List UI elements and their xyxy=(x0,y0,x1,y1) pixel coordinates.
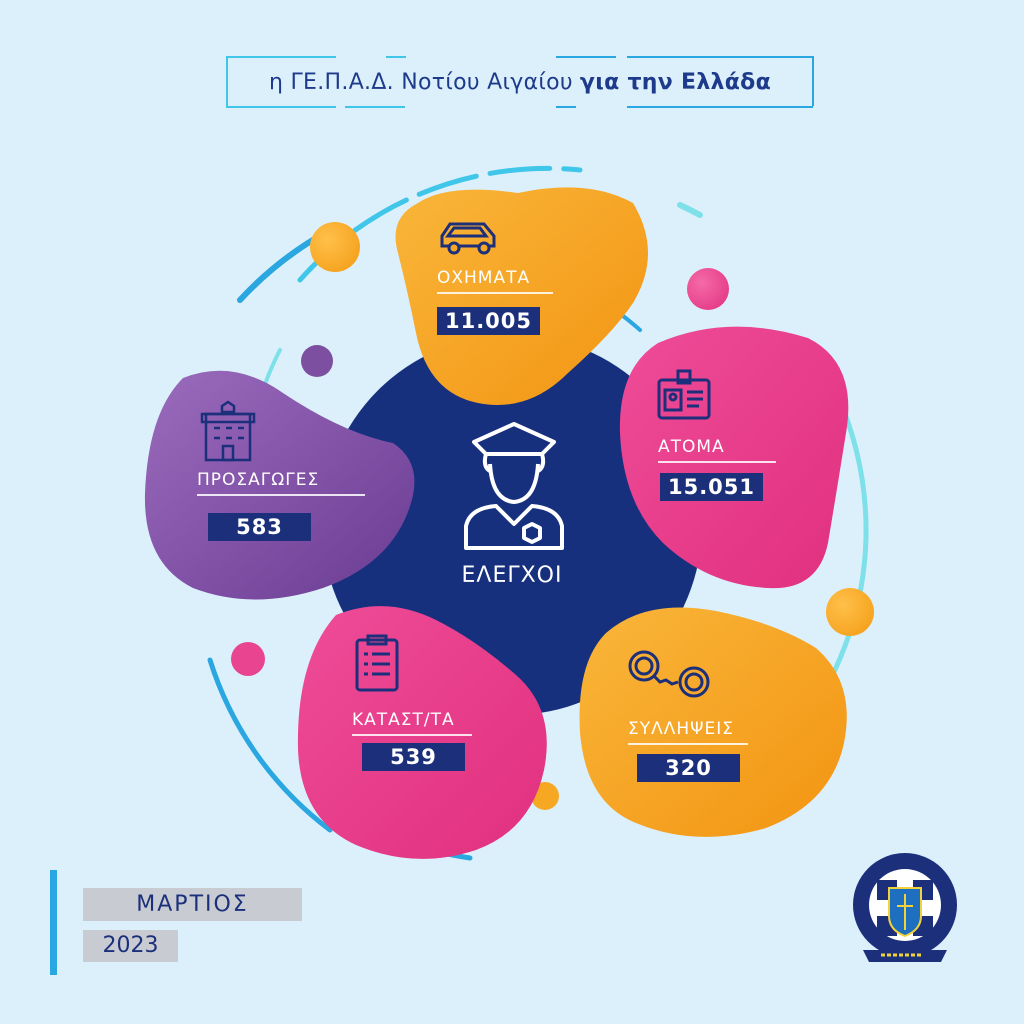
stat-value-violations: 539 xyxy=(362,743,465,771)
center-label: ΕΛΕΓΧΟΙ xyxy=(461,563,563,588)
stat-blob-detentions xyxy=(144,370,415,600)
stat-label-arrests: ΣΥΛΛΗΨΕΙΣ xyxy=(628,719,748,745)
page-title: η ΓΕ.Π.Α.Δ. Νοτίου Αιγαίου για την Ελλάδ… xyxy=(226,57,814,107)
title-bold: για την Ελλάδα xyxy=(579,69,772,95)
decor-dot xyxy=(231,642,265,676)
stat-blob-violations xyxy=(297,606,547,859)
stat-value-vehicles: 11.005 xyxy=(437,307,540,335)
stat-blob-vehicles xyxy=(395,187,648,405)
stat-value-arrests: 320 xyxy=(637,754,740,782)
police-station-icon xyxy=(200,400,256,462)
clipboard-icon xyxy=(355,634,399,692)
decor-dot xyxy=(687,268,729,310)
decor-dot xyxy=(826,588,874,636)
police-officer-icon xyxy=(464,422,564,550)
year-label: 2023 xyxy=(83,930,178,962)
footer-accent-bar xyxy=(50,870,57,975)
title-regular: η ΓΕ.Π.Α.Δ. Νοτίου Αιγαίου xyxy=(268,69,573,95)
month-label: ΜΑΡΤΙΟΣ xyxy=(83,888,302,921)
stat-label-persons: ΑΤΟΜΑ xyxy=(658,437,776,463)
stat-value-persons: 15.051 xyxy=(660,473,763,501)
stat-label-vehicles: ΟΧΗΜΑΤΑ xyxy=(437,268,553,294)
handcuffs-icon xyxy=(628,650,710,698)
car-icon xyxy=(440,222,496,255)
hellenic-police-emblem xyxy=(853,853,957,962)
stat-value-detentions: 583 xyxy=(208,513,311,541)
decor-dot xyxy=(301,345,333,377)
stat-label-detentions: ΠΡΟΣΑΓΩΓΕΣ xyxy=(197,470,365,496)
id-card-icon xyxy=(657,369,711,420)
stat-blob-persons xyxy=(619,326,849,589)
stat-label-violations: ΚΑΤΑΣΤ/ΤΑ xyxy=(352,710,472,736)
decor-dot xyxy=(310,222,360,272)
